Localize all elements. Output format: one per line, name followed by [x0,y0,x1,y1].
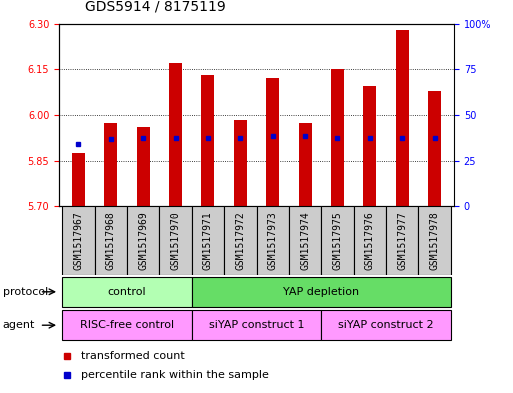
Text: GSM1517969: GSM1517969 [138,211,148,270]
Bar [192,310,321,340]
Text: agent: agent [3,320,35,330]
Bar [169,63,182,206]
Bar [202,75,214,206]
Text: GSM1517971: GSM1517971 [203,211,213,270]
Text: transformed count: transformed count [81,351,185,361]
Bar [224,206,256,275]
Bar [234,119,247,206]
Bar [72,153,85,206]
Text: GSM1517973: GSM1517973 [268,211,278,270]
Bar [192,277,451,307]
Text: GSM1517977: GSM1517977 [397,211,407,270]
Bar [428,90,441,206]
Bar [62,206,94,275]
Bar [192,206,224,275]
Text: GDS5914 / 8175119: GDS5914 / 8175119 [85,0,225,14]
Text: percentile rank within the sample: percentile rank within the sample [81,370,269,380]
Bar [353,206,386,275]
Bar [160,206,192,275]
Text: GSM1517976: GSM1517976 [365,211,375,270]
Text: GSM1517975: GSM1517975 [332,211,343,270]
Bar [331,69,344,206]
Text: control: control [108,287,146,297]
Bar [62,310,192,340]
Bar [289,206,321,275]
Bar [386,206,419,275]
Text: GSM1517968: GSM1517968 [106,211,116,270]
Bar [321,206,353,275]
Text: siYAP construct 1: siYAP construct 1 [209,320,304,330]
Text: siYAP construct 2: siYAP construct 2 [338,320,434,330]
Bar [127,206,160,275]
Text: GSM1517978: GSM1517978 [429,211,440,270]
Bar [62,277,192,307]
Bar [94,206,127,275]
Text: protocol: protocol [3,287,48,297]
Bar [136,127,150,206]
Text: RISC-free control: RISC-free control [80,320,174,330]
Text: YAP depletion: YAP depletion [283,287,359,297]
Bar [396,29,409,206]
Bar [266,78,279,206]
Bar [299,123,311,206]
Bar [104,123,117,206]
Bar [321,310,451,340]
Text: GSM1517970: GSM1517970 [170,211,181,270]
Text: GSM1517972: GSM1517972 [235,211,245,270]
Bar [419,206,451,275]
Text: GSM1517974: GSM1517974 [300,211,310,270]
Bar [363,86,377,206]
Bar [256,206,289,275]
Text: GSM1517967: GSM1517967 [73,211,84,270]
